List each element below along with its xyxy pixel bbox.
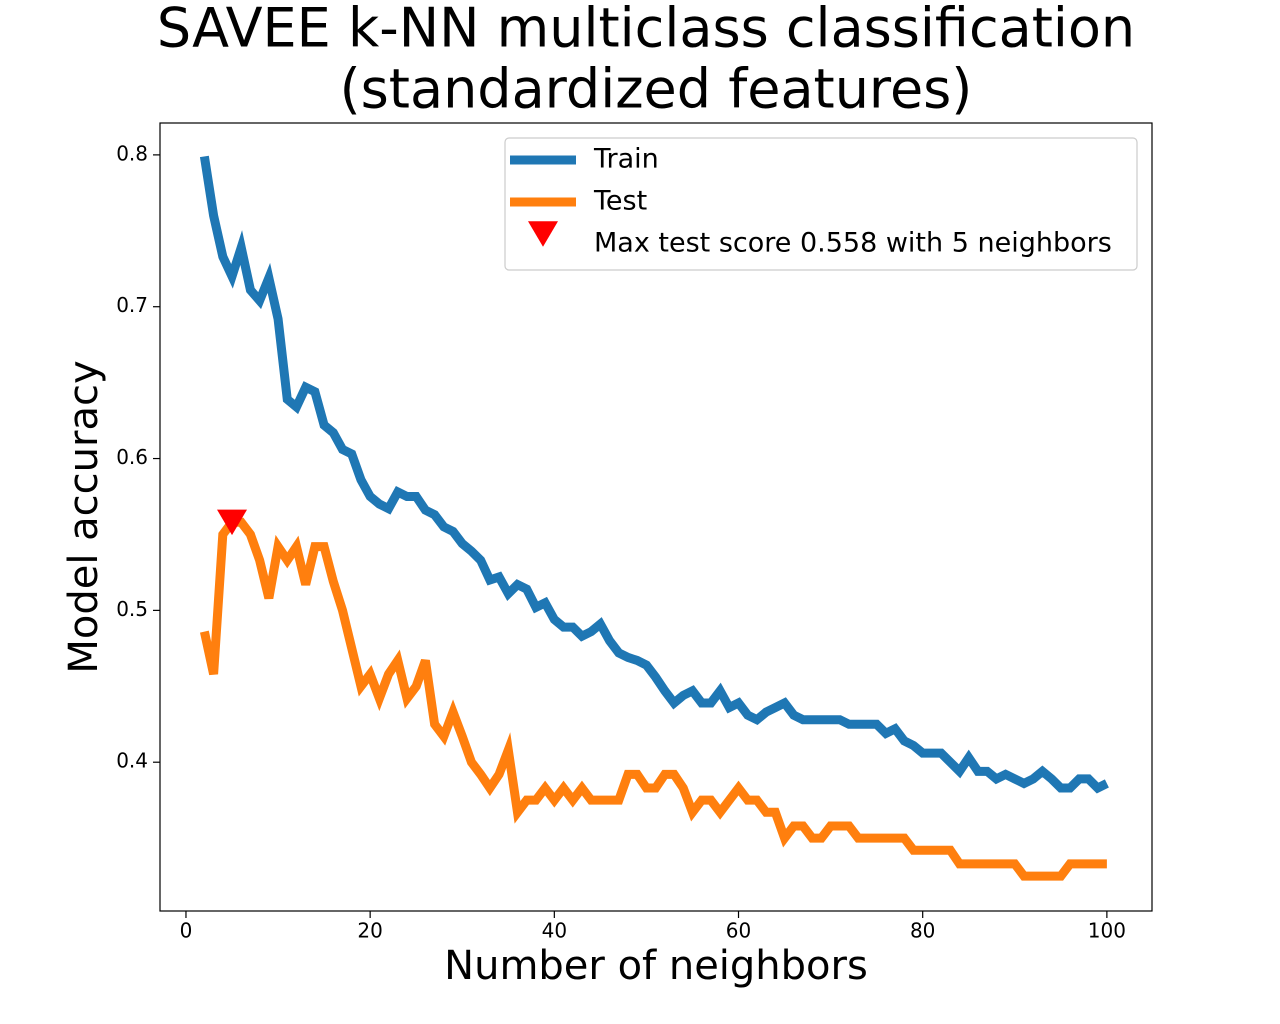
x-axis-label: Number of neighbors (444, 943, 868, 989)
chart-title: SAVEE k-NN multiclass classification (157, 0, 1135, 60)
y-axis-label: Model accuracy (61, 360, 107, 673)
y-tick-label: 0.8 (116, 141, 148, 165)
max-marker (217, 509, 248, 536)
y-tick-label: 0.4 (116, 749, 148, 773)
chart-title: (standardized features) (340, 58, 973, 121)
legend-label: Train (593, 144, 659, 175)
x-tick-label: 40 (542, 919, 567, 943)
y-tick-label: 0.5 (116, 597, 148, 621)
x-tick-label: 60 (726, 919, 751, 943)
legend-label: Max test score 0.558 with 5 neighbors (594, 228, 1112, 259)
y-tick-label: 0.7 (116, 293, 148, 317)
series-line (199, 517, 1107, 881)
plot-frame (159, 122, 1153, 912)
y-tick-label: 0.6 (116, 445, 148, 469)
x-tick-label: 80 (910, 919, 935, 943)
legend-label: Test (593, 186, 647, 217)
x-tick-label: 20 (357, 919, 382, 943)
x-tick-label: 100 (1088, 919, 1126, 943)
x-tick-label: 0 (180, 919, 193, 943)
legend: Train Test Max test score 0.558 with 5 nei… (504, 137, 1138, 271)
series-line (199, 155, 1109, 794)
legend-box (504, 137, 1138, 271)
legend-marker (528, 221, 558, 247)
